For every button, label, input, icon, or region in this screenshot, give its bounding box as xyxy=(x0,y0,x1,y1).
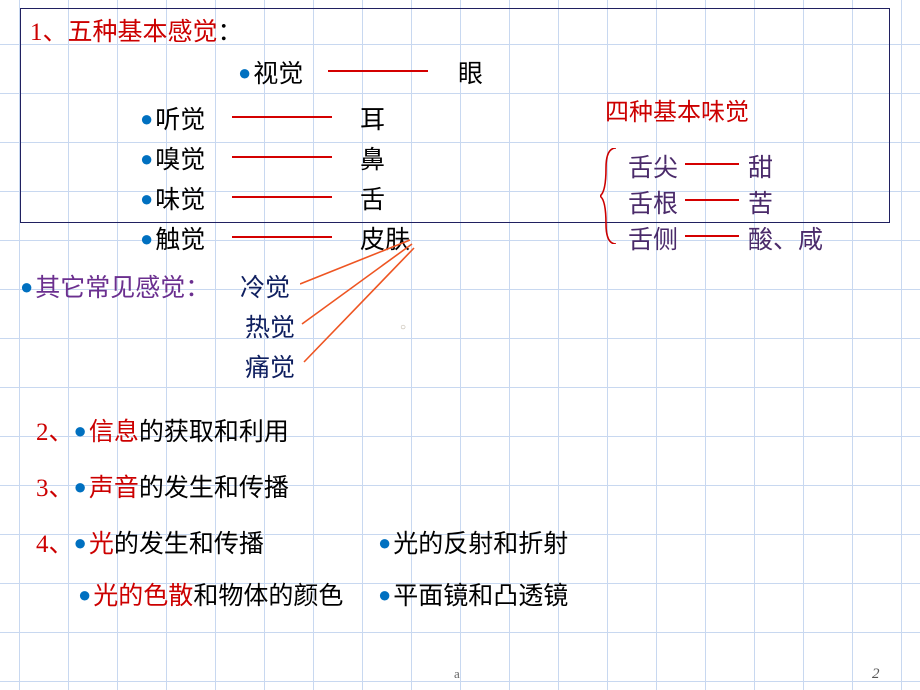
line-sense-3 xyxy=(232,196,332,198)
rest-2: 的获取和利用 xyxy=(139,419,289,446)
item-4: 4、●光的发生和传播 xyxy=(36,524,264,560)
page-number: 2 xyxy=(872,666,880,683)
line-taste-0 xyxy=(685,163,739,165)
text-4b: 光的反射和折射 xyxy=(393,531,568,558)
other-label: 其它常见感觉： xyxy=(35,275,210,302)
taste-title: 四种基本味觉 xyxy=(605,92,749,127)
item-2: 2、●信息的获取和利用 xyxy=(36,412,289,448)
bullet-icon: ● xyxy=(238,60,251,85)
sense-row-4: ●触觉 xyxy=(140,220,205,256)
item-4d: ●平面镜和凸透镜 xyxy=(378,576,568,612)
rest-4: 的发生和传播 xyxy=(114,531,264,558)
sense-row-1: ●听觉 xyxy=(140,100,205,136)
item-3: 3、●声音的发生和传播 xyxy=(36,468,289,504)
taste-val-1: 苦 xyxy=(748,184,773,220)
bullet-icon: ● xyxy=(20,274,33,299)
bullet-icon: ● xyxy=(78,582,91,607)
bullet-icon: ● xyxy=(378,582,391,607)
rest-4c: 和物体的颜色 xyxy=(193,583,343,610)
taste-part-0: 舌尖 xyxy=(628,148,678,184)
other-sense-0: 冷觉 xyxy=(240,268,290,304)
other-senses-label: ●其它常见感觉： xyxy=(20,268,210,304)
taste-val-0: 甜 xyxy=(748,148,773,184)
item-4b: ●光的反射和折射 xyxy=(378,524,568,560)
num-2: 2、 xyxy=(36,419,74,446)
bullet-icon: ● xyxy=(140,226,153,251)
bullet-icon: ● xyxy=(74,474,87,499)
bullet-icon: ● xyxy=(140,186,153,211)
sense-row-0: ●视觉 xyxy=(238,54,303,90)
bullet-icon: ● xyxy=(140,146,153,171)
sense-0: 视觉 xyxy=(253,61,303,88)
sense-row-3: ●味觉 xyxy=(140,180,205,216)
taste-part-2: 舌侧 xyxy=(628,220,678,256)
num-1: 1、 xyxy=(30,19,68,46)
taste-part-1: 舌根 xyxy=(628,184,678,220)
organ-0: 眼 xyxy=(458,54,483,90)
key-4: 光 xyxy=(89,531,114,558)
sense-2: 嗅觉 xyxy=(155,147,205,174)
sense-row-2: ●嗅觉 xyxy=(140,140,205,176)
organ-3: 舌 xyxy=(360,180,385,216)
colon-1: ： xyxy=(218,19,243,46)
dot-icon: ○ xyxy=(400,322,406,333)
key-4c: 光的色散 xyxy=(93,583,193,610)
line-sense-1 xyxy=(232,116,332,118)
num-4: 4、 xyxy=(36,531,74,558)
title-1: 五种基本感觉 xyxy=(68,19,218,46)
num-3: 3、 xyxy=(36,475,74,502)
sense-4: 触觉 xyxy=(155,227,205,254)
text-4d: 平面镜和凸透镜 xyxy=(393,583,568,610)
bullet-icon: ● xyxy=(74,530,87,555)
footer-a: a xyxy=(454,666,460,682)
sense-3: 味觉 xyxy=(155,187,205,214)
line-sense-2 xyxy=(232,156,332,158)
key-2: 信息 xyxy=(89,419,139,446)
bullet-icon: ● xyxy=(74,418,87,443)
line-taste-1 xyxy=(685,199,739,201)
line-sense-0 xyxy=(328,70,428,72)
organ-2: 鼻 xyxy=(360,140,385,176)
line-taste-2 xyxy=(685,235,739,237)
other-sense-2: 痛觉 xyxy=(245,348,295,384)
slide-stage: 1、五种基本感觉： ●视觉 眼 ●听觉 耳 ●嗅觉 鼻 ●味觉 舌 ●触觉 皮肤… xyxy=(0,0,920,690)
sense-1: 听觉 xyxy=(155,107,205,134)
key-3: 声音 xyxy=(89,475,139,502)
brace-icon xyxy=(600,148,618,244)
rest-3: 的发生和传播 xyxy=(139,475,289,502)
skin-lines xyxy=(300,234,460,374)
item-4c: ●光的色散和物体的颜色 xyxy=(78,576,343,612)
taste-val-2: 酸、咸 xyxy=(748,220,823,256)
bullet-icon: ● xyxy=(378,530,391,555)
other-sense-1: 热觉 xyxy=(245,308,295,344)
organ-1: 耳 xyxy=(360,100,385,136)
heading-1: 1、五种基本感觉： xyxy=(30,12,243,48)
bullet-icon: ● xyxy=(140,106,153,131)
